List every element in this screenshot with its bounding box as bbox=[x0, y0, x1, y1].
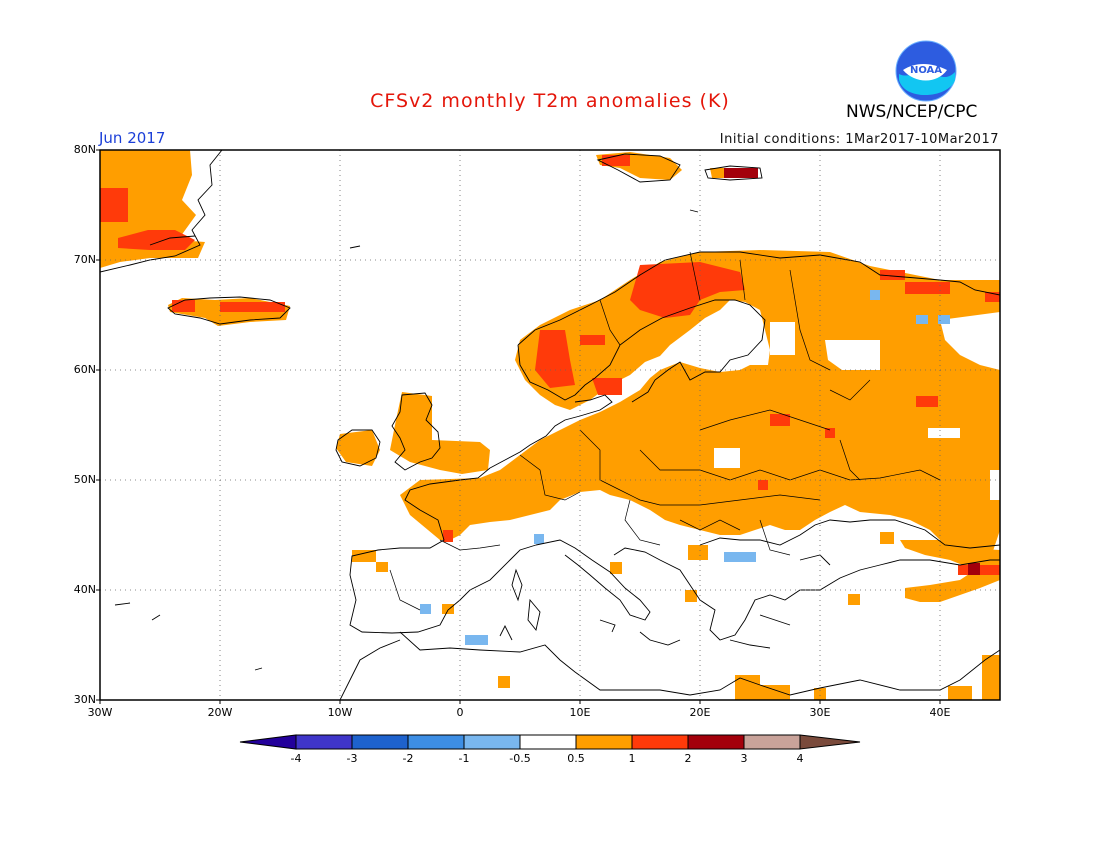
colorbar-arrow-low bbox=[239, 734, 297, 750]
colorbar-label-neg3: -3 bbox=[346, 752, 358, 765]
colorbar-cell bbox=[295, 734, 353, 750]
anomaly-1-2-region bbox=[100, 155, 1000, 575]
colorbar-cell bbox=[407, 734, 465, 750]
lon-label-0: 0 bbox=[456, 706, 464, 719]
colorbar-label-neg1: -1 bbox=[458, 752, 470, 765]
lon-label-10e: 10E bbox=[569, 706, 591, 719]
forecast-month: Jun 2017 bbox=[99, 129, 166, 147]
initial-conditions: Initial conditions: 1Mar2017-10Mar2017 bbox=[719, 132, 999, 147]
tick-marks bbox=[96, 149, 941, 704]
lat-label-50n: 50N bbox=[73, 473, 96, 486]
logo-text: NOAA bbox=[910, 65, 942, 76]
lat-label-60n: 60N bbox=[73, 363, 96, 376]
noaa-logo: NOAA bbox=[895, 40, 957, 102]
colorbar-cell bbox=[743, 734, 801, 750]
anomaly-2-3-region bbox=[724, 168, 980, 575]
colorbar-cell bbox=[687, 734, 745, 750]
colorbar-label-neg0p5: -0.5 bbox=[509, 752, 531, 765]
map-title: CFSv2 monthly T2m anomalies (K) bbox=[370, 90, 730, 112]
colorbar-label-4: 4 bbox=[796, 752, 804, 765]
colorbar-cell bbox=[351, 734, 409, 750]
lon-label-10w: 10W bbox=[327, 706, 353, 719]
lon-label-30e: 30E bbox=[809, 706, 831, 719]
colorbar-label-0p5: 0.5 bbox=[567, 752, 585, 765]
lat-label-30n: 30N bbox=[73, 693, 96, 706]
colorbar-cell bbox=[575, 734, 633, 750]
lon-label-30w: 30W bbox=[87, 706, 113, 719]
colorbar-label-3: 3 bbox=[740, 752, 748, 765]
colorbar-cell bbox=[631, 734, 689, 750]
lon-label-20w: 20W bbox=[207, 706, 233, 719]
lon-label-20e: 20E bbox=[689, 706, 711, 719]
graticule bbox=[100, 150, 1000, 700]
colorbar-arrow-high bbox=[799, 734, 861, 750]
colorbar-label-1: 1 bbox=[628, 752, 636, 765]
lat-label-40n: 40N bbox=[73, 583, 96, 596]
agency-label: NWS/NCEP/CPC bbox=[846, 102, 978, 122]
coastlines bbox=[100, 150, 1000, 700]
map-frame bbox=[99, 149, 1001, 701]
colorbar-label-neg4: -4 bbox=[290, 752, 302, 765]
lat-label-70n: 70N bbox=[73, 253, 96, 266]
lat-label-80n: 80N bbox=[73, 143, 96, 156]
colorbar-cell bbox=[463, 734, 521, 750]
colorbar-label-neg2: -2 bbox=[402, 752, 414, 765]
lon-label-40e: 40E bbox=[929, 706, 951, 719]
colorbar-cell bbox=[519, 734, 577, 750]
anomaly-neg-region bbox=[420, 290, 950, 645]
colorbar-label-2: 2 bbox=[684, 752, 692, 765]
country-borders bbox=[389, 251, 941, 611]
neutral-region bbox=[714, 312, 1000, 500]
